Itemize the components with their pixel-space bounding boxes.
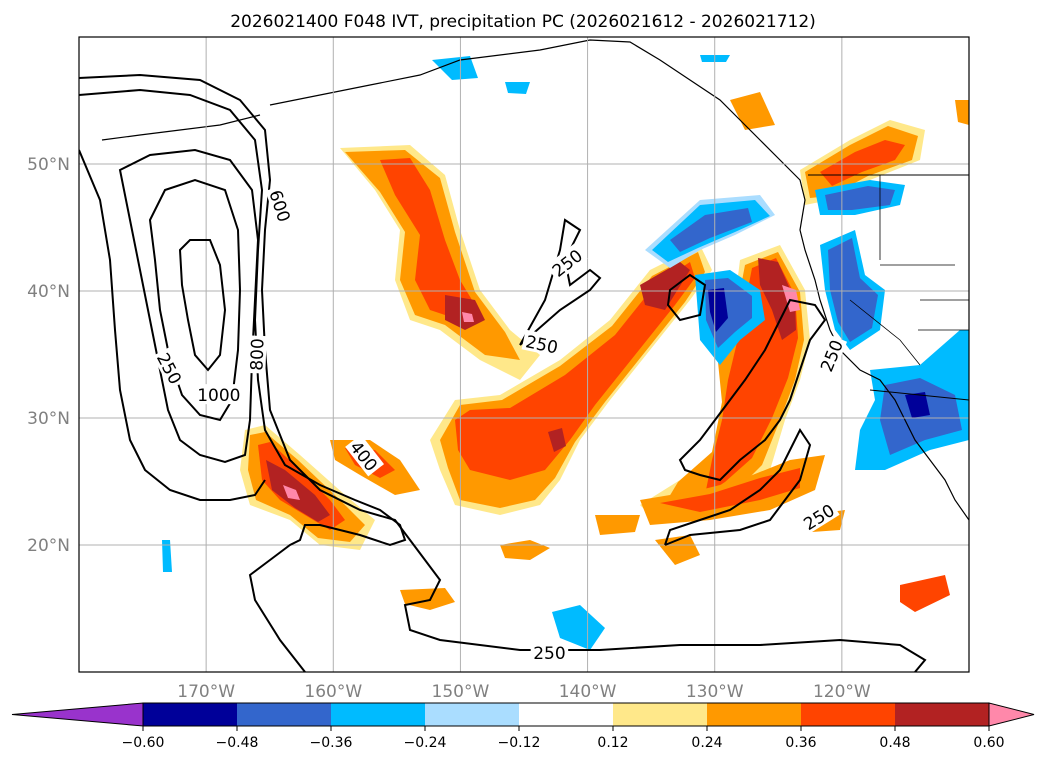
coastlines bbox=[101, 39, 969, 521]
plume-north-core bbox=[380, 158, 478, 320]
contour-label: 800 bbox=[245, 335, 269, 374]
precip-shading bbox=[162, 55, 969, 650]
contour-label-text: 1000 bbox=[197, 386, 240, 406]
contour-label: 250 bbox=[530, 641, 569, 664]
graticule bbox=[79, 37, 969, 672]
lon-tick-label: 120°W bbox=[813, 682, 871, 702]
lon-tick-label: 130°W bbox=[686, 682, 744, 702]
contour-label-bg bbox=[530, 641, 569, 662]
contour-label-text: 250 bbox=[533, 644, 565, 664]
ivt-600 bbox=[118, 148, 260, 464]
colorbar-frame bbox=[142, 702, 990, 727]
contour-label-bg bbox=[152, 346, 188, 390]
contour-label-bg bbox=[345, 434, 385, 477]
colorbar-swatch bbox=[707, 703, 802, 726]
colorbar-tick-label: −0.48 bbox=[216, 735, 259, 751]
colorbar-tick-label: −0.12 bbox=[498, 735, 541, 751]
colorbar-swatch bbox=[425, 703, 520, 726]
contour-label-text: 800 bbox=[247, 338, 268, 371]
ivt-250-west bbox=[79, 73, 927, 672]
colorbar-tick-label: 0.24 bbox=[691, 735, 722, 751]
ivt-250-south bbox=[664, 428, 812, 546]
lat-axis: 20°N 30°N 40°N 50°N bbox=[27, 155, 70, 556]
colorbar: −0.60 −0.48 −0.36 −0.24 −0.12 0.12 0.24 0.36 0.4… bbox=[11, 702, 1035, 751]
map-frame bbox=[78, 36, 970, 673]
colorbar-tick-label: −0.60 bbox=[122, 735, 165, 751]
figure-title: 2026021400 F048 IVT, precipitation PC (2… bbox=[230, 12, 816, 32]
contour-label-bg bbox=[265, 184, 297, 227]
ivt-1000 bbox=[178, 239, 227, 372]
lon-tick-label: 170°W bbox=[177, 682, 235, 702]
colorbar-swatch bbox=[613, 703, 708, 726]
contour-label-bg bbox=[814, 334, 848, 377]
ivt-250-inner-west bbox=[79, 88, 407, 672]
lon-tick-label: 150°W bbox=[432, 682, 490, 702]
plume-central-core bbox=[455, 262, 695, 480]
ivt-250-east bbox=[678, 298, 827, 482]
contour-label-bg bbox=[521, 329, 563, 358]
colorbar-extend-low bbox=[11, 702, 144, 727]
colorbar-swatch bbox=[895, 703, 990, 726]
lat-tick-label: 40°N bbox=[27, 282, 70, 302]
contour-label-bg bbox=[245, 335, 267, 374]
contour-label-bg bbox=[545, 242, 588, 282]
colorbar-tick-label: 0.48 bbox=[879, 735, 910, 751]
colorbar-swatch bbox=[519, 703, 614, 726]
colorbar-swatch bbox=[331, 703, 426, 726]
colorbar-tick-label: 0.60 bbox=[973, 735, 1004, 751]
lon-axis: 170°W 160°W 150°W 140°W 130°W 120°W bbox=[177, 682, 871, 702]
colorbar-swatch bbox=[237, 703, 332, 726]
contour-label: 1000 bbox=[194, 384, 243, 406]
lon-tick-label: 160°W bbox=[304, 682, 362, 702]
lat-tick-label: 30°N bbox=[27, 409, 70, 429]
colorbar-extend-high bbox=[988, 702, 1035, 727]
colorbar-swatch bbox=[801, 703, 896, 726]
colorbar-tick-label: 0.36 bbox=[785, 735, 816, 751]
ivt-400 bbox=[79, 149, 266, 501]
lon-tick-label: 140°W bbox=[559, 682, 617, 702]
contour-label-bg bbox=[194, 384, 243, 405]
colorbar-tick-label: −0.36 bbox=[310, 735, 353, 751]
contour-label-bg bbox=[797, 497, 840, 535]
lat-tick-label: 20°N bbox=[27, 536, 70, 556]
ivt-contours bbox=[79, 73, 927, 672]
lat-tick-label: 50°N bbox=[27, 155, 70, 175]
colorbar-tick-label: −0.24 bbox=[404, 735, 447, 751]
colorbar-swatch bbox=[143, 703, 238, 726]
ivt-250-offshore bbox=[666, 273, 707, 322]
colorbar-tick-label: 0.12 bbox=[597, 735, 628, 751]
